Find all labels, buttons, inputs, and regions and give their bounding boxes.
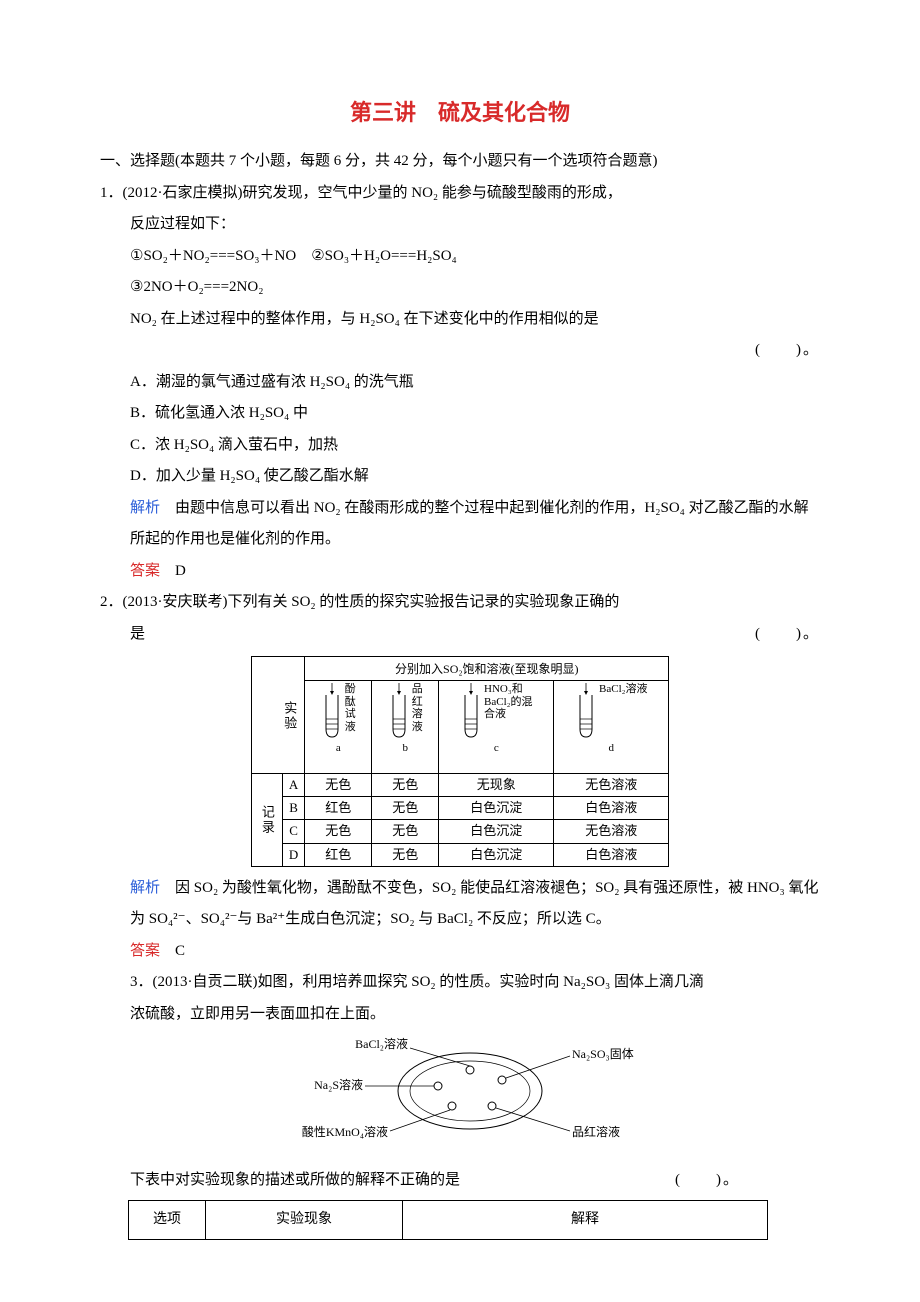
record-cell: 白色沉淀 (439, 820, 554, 843)
q1-option-b: B．硫化氢通入浓 H₂SO₄ 中 (100, 398, 820, 430)
expl-text: 由题中信息可以看出 NO₂ 在酸雨形成的整个过程中起到催化剂的作用，H₂SO₄ … (130, 500, 809, 548)
q2-number: 2． (100, 594, 123, 610)
section-heading: 一、选择题(本题共 7 个小题，每题 6 分，共 42 分，每个小题只有一个选项… (100, 146, 820, 178)
opt-h3: 解释 (403, 1201, 768, 1239)
answer-blank: ( )。 (675, 1165, 740, 1197)
ans-label: 答案 (130, 563, 160, 579)
tube-letter: b (374, 741, 436, 756)
record-cell: 无色溶液 (554, 773, 669, 796)
answer-blank: ( )。 (755, 619, 820, 651)
test-tube-icon (575, 683, 597, 739)
q1-eq1: ①SO₂＋NO₂===SO₃＋NO ②SO₃＋H₂O===H₂SO₄ (100, 241, 820, 273)
answer-blank: ( )。 (755, 335, 820, 367)
ans-label: 答案 (130, 943, 160, 959)
record-label: 记录 (251, 773, 282, 866)
expl-label: 解析 (130, 880, 160, 896)
q1-stem-line2: 反应过程如下： (100, 209, 820, 241)
record-cell: 白色沉淀 (439, 797, 554, 820)
q1-source: (2012·石家庄模拟)研究发现，空气中少量的 NO₂ 能参与硫酸型酸雨的形成， (123, 185, 622, 201)
dish-label-1: Na₂SO₃固体 (572, 1047, 634, 1061)
tube-letter: a (307, 741, 369, 756)
row-key: B (282, 797, 304, 820)
q3-text3: 下表中对实验现象的描述或所做的解释不正确的是 (130, 1172, 460, 1188)
record-cell: 无色 (372, 797, 439, 820)
tube-cell: HNO₃和BaCl₂的混合液 c (439, 680, 554, 773)
record-row: B红色无色白色沉淀白色溶液 (251, 797, 669, 820)
record-cell: 无色 (372, 820, 439, 843)
exp-top-header: 分别加入SO₂饱和溶液(至现象明显) (305, 657, 669, 681)
tube-cell: 品红溶液 b (372, 680, 439, 773)
dish-label-4: 品红溶液 (572, 1124, 620, 1139)
q1-option-d: D．加入少量 H₂SO₄ 使乙酸乙酯水解 (100, 461, 820, 493)
record-cell: 无色 (305, 773, 372, 796)
q2-answer: 答案 C (100, 936, 820, 968)
record-row: D红色无色白色沉淀白色溶液 (251, 843, 669, 866)
test-tube-icon (388, 683, 410, 739)
q3-stem-line3: 下表中对实验现象的描述或所做的解释不正确的是 ( )。 (100, 1165, 820, 1197)
expl-text: 因 SO₂ 为酸性氧化物，遇酚酞不变色，SO₂ 能使品红溶液褪色；SO₂ 具有强… (130, 880, 818, 928)
q1-number: 1． (100, 185, 123, 201)
tube-letter: d (556, 741, 666, 756)
test-tube-icon (460, 683, 482, 739)
opt-h2: 实验现象 (206, 1201, 403, 1239)
q3-petri-dish-figure: BaCl₂溶液 Na₂SO₃固体 Na₂S溶液 酸性KMnO₄溶液 品红溶液 (100, 1036, 820, 1159)
opt-h1: 选项 (129, 1201, 206, 1239)
dish-label-2: Na₂S溶液 (314, 1077, 363, 1092)
record-cell: 无色 (372, 773, 439, 796)
q1-stem-line1: 1．(2012·石家庄模拟)研究发现，空气中少量的 NO₂ 能参与硫酸型酸雨的形… (100, 178, 820, 210)
record-cell: 无色 (305, 820, 372, 843)
record-cell: 红色 (305, 797, 372, 820)
record-cell: 无现象 (439, 773, 554, 796)
q1-explanation: 解析 由题中信息可以看出 NO₂ 在酸雨形成的整个过程中起到催化剂的作用，H₂S… (100, 493, 820, 556)
dish-label-3: 酸性KMnO₄溶液 (302, 1124, 388, 1139)
exp-header: 实验 (251, 657, 305, 774)
record-cell: 无色溶液 (554, 820, 669, 843)
record-cell: 红色 (305, 843, 372, 866)
tube-cell: 酚酞试液 a (305, 680, 372, 773)
q3-text1: (2013·自贡二联)如图，利用培养皿探究 SO₂ 的性质。实验时向 Na₂SO… (153, 974, 705, 990)
petri-dish-svg: BaCl₂溶液 Na₂SO₃固体 Na₂S溶液 酸性KMnO₄溶液 品红溶液 (270, 1036, 650, 1146)
tube-cell: BaCl₂溶液 d (554, 680, 669, 773)
test-tube-icon (321, 683, 343, 739)
q2-text2: 是 (130, 626, 145, 642)
q1-answer: 答案 D (100, 556, 820, 588)
q2-stem-line1: 2．(2013·安庆联考)下列有关 SO₂ 的性质的探究实验报告记录的实验现象正… (100, 587, 820, 619)
record-row: 记录A无色无色无现象无色溶液 (251, 773, 669, 796)
record-cell: 无色 (372, 843, 439, 866)
q2-stem-line2: 是 ( )。 (100, 619, 820, 651)
record-cell: 白色沉淀 (439, 843, 554, 866)
q3-option-table: 选项 实验现象 解释 (128, 1200, 768, 1239)
q2-experiment-table: 实验 分别加入SO₂饱和溶液(至现象明显) 酚酞试液 a (251, 656, 670, 867)
row-key: A (282, 773, 304, 796)
row-key: D (282, 843, 304, 866)
q2-text1: (2013·安庆联考)下列有关 SO₂ 的性质的探究实验报告记录的实验现象正确的 (123, 594, 620, 610)
record-cell: 白色溶液 (554, 843, 669, 866)
page-title: 第三讲 硫及其化合物 (100, 90, 820, 136)
dish-label-0: BaCl₂溶液 (355, 1036, 408, 1051)
ans-text: D (160, 563, 186, 579)
q1-option-a: A．潮湿的氯气通过盛有浓 H₂SO₄ 的洗气瓶 (100, 367, 820, 399)
q3-stem-line1: 3．(2013·自贡二联)如图，利用培养皿探究 SO₂ 的性质。实验时向 Na₂… (100, 967, 820, 999)
q1-paren-line: ( )。 (100, 335, 820, 367)
record-row: C无色无色白色沉淀无色溶液 (251, 820, 669, 843)
q1-option-c: C．浓 H₂SO₄ 滴入萤石中，加热 (100, 430, 820, 462)
q1-eq2: ③2NO＋O₂===2NO₂ (100, 272, 820, 304)
q3-number: 3． (130, 974, 153, 990)
tube-letter: c (441, 741, 551, 756)
ans-text: C (160, 943, 185, 959)
q2-explanation: 解析 因 SO₂ 为酸性氧化物，遇酚酞不变色，SO₂ 能使品红溶液褪色；SO₂ … (100, 873, 820, 936)
q3-stem-line2: 浓硫酸，立即用另一表面皿扣在上面。 (100, 999, 820, 1031)
q1-stem-line3: NO₂ 在上述过程中的整体作用，与 H₂SO₄ 在下述变化中的作用相似的是 (100, 304, 820, 336)
row-key: C (282, 820, 304, 843)
expl-label: 解析 (130, 500, 160, 516)
record-cell: 白色溶液 (554, 797, 669, 820)
